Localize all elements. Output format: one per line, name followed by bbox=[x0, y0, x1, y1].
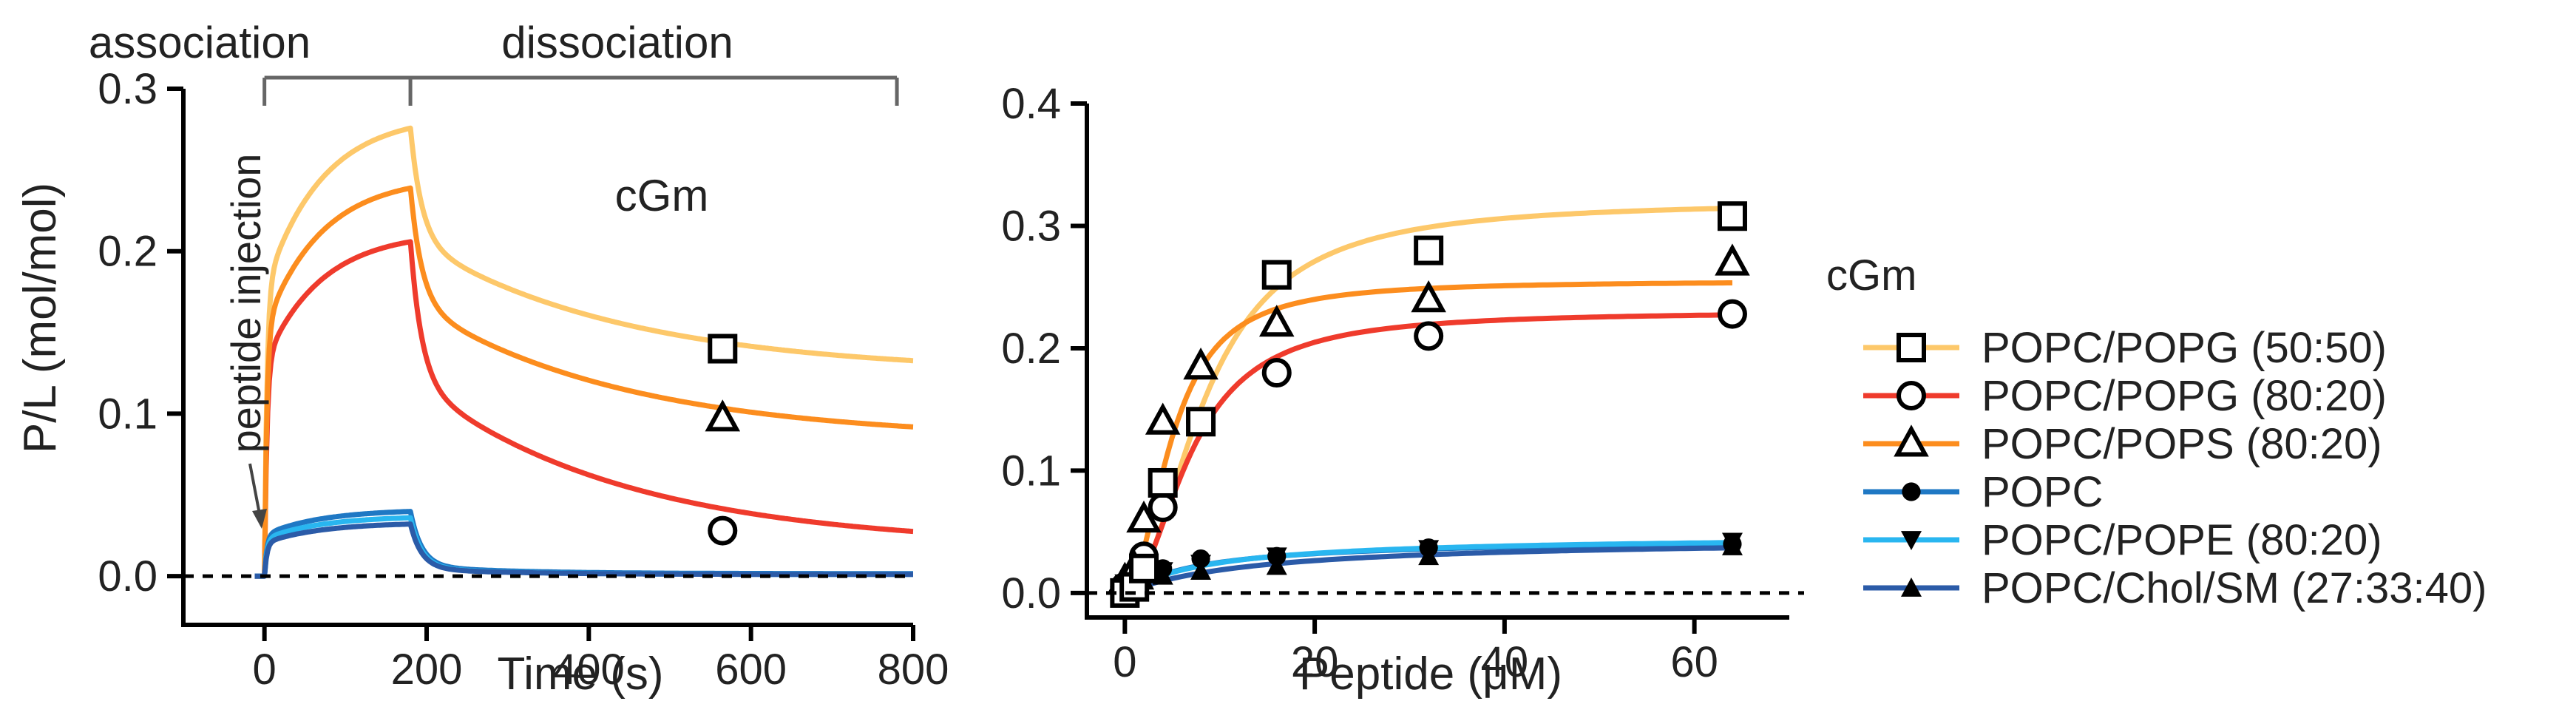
right-point-popc-popg-50-50 bbox=[1717, 201, 1747, 231]
phase-bracket bbox=[262, 75, 899, 106]
left-y-tick-labels: 0.0 0.1 0.2 0.3 bbox=[98, 65, 157, 600]
legend-label: POPC/Chol/SM (27:33:40) bbox=[1982, 564, 2487, 612]
right-y-tick-label: 0.1 bbox=[1001, 447, 1061, 495]
right-point-popc-popg-50-50 bbox=[1148, 467, 1178, 498]
left-line-popc-popg-50-50 bbox=[254, 125, 915, 579]
legend-marker bbox=[1901, 531, 1922, 550]
legend-label: POPC bbox=[1982, 468, 2103, 516]
right-axes bbox=[1071, 101, 1804, 634]
left-y-tick-label: 0.2 bbox=[98, 228, 157, 276]
right-point-popc-popg-80-20 bbox=[1414, 321, 1444, 351]
left-line-popc-pops-80-20 bbox=[254, 185, 915, 579]
right-point-popc-popg-50-50 bbox=[1186, 407, 1216, 437]
right-fit-curves bbox=[1123, 206, 1733, 596]
legend-item-popc-popg-50-50: POPC/POPG (50:50) bbox=[1863, 324, 2387, 372]
right-point-popc-popg-50-50 bbox=[1129, 553, 1159, 583]
legend-label: POPC/POPG (50:50) bbox=[1982, 324, 2387, 372]
legend-marker bbox=[1897, 333, 1926, 362]
right-point-popc-popg-50-50 bbox=[1414, 235, 1444, 265]
right-point-popc-popg-50-50 bbox=[1261, 260, 1292, 290]
right-data-points bbox=[1107, 201, 1750, 608]
legend-label: POPC/POPG (80:20) bbox=[1982, 372, 2387, 420]
left-x-tick-label: 200 bbox=[391, 646, 463, 694]
left-marker-popc-popg-50-50 bbox=[708, 334, 738, 364]
right-x-tick-label: 20 bbox=[1291, 638, 1339, 686]
left-y-tick-label: 0.0 bbox=[98, 552, 157, 600]
right-point-popc-pops-80-20 bbox=[1183, 347, 1218, 380]
left-marker-popc-popg-80-20 bbox=[708, 515, 738, 546]
left-y-axis-label: P/L (mol/mol) bbox=[15, 183, 66, 453]
legend-title: cGm bbox=[1826, 251, 1916, 299]
left-line-popc-chol-sm-27-33-40 bbox=[254, 521, 915, 579]
left-x-tick-label: 600 bbox=[715, 646, 787, 694]
left-y-tick-label: 0.1 bbox=[98, 390, 157, 438]
injection-arrow bbox=[248, 463, 267, 529]
legend-item-popc-pope-80-20: POPC/POPE (80:20) bbox=[1863, 516, 2382, 564]
right-x-tick-labels: 0 20 40 60 bbox=[1113, 638, 1718, 686]
left-marker-popc-pops-80-20 bbox=[705, 399, 741, 432]
right-point-popc-chol-sm-27-33-40 bbox=[1721, 536, 1743, 555]
legend-marker bbox=[1894, 424, 1929, 457]
legend-item-popc-pops-80-20: POPC/POPS (80:20) bbox=[1863, 420, 2382, 468]
legend-label: POPC/POPE (80:20) bbox=[1982, 516, 2382, 564]
right-x-tick-label: 40 bbox=[1481, 638, 1529, 686]
legend-marker bbox=[1901, 578, 1922, 597]
left-series-markers bbox=[705, 334, 741, 546]
right-point-popc-popg-80-20 bbox=[1148, 492, 1178, 523]
left-x-tick-label: 0 bbox=[253, 646, 277, 694]
right-point-popc-popg-80-20 bbox=[1261, 358, 1292, 388]
right-x-tick-label: 0 bbox=[1113, 638, 1136, 686]
right-x-axis-label: Peptide (μM) bbox=[1299, 649, 1562, 700]
right-point-popc-pops-80-20 bbox=[1145, 402, 1181, 435]
legend-item-popc: POPC bbox=[1863, 468, 2103, 516]
left-chart-title: cGm bbox=[615, 171, 709, 220]
right-point-popc-popg-80-20 bbox=[1717, 299, 1747, 329]
left-x-tick-labels: 0 200 400 600 800 bbox=[253, 646, 949, 694]
right-fit-popc-popg-50-50 bbox=[1124, 206, 1733, 596]
right-point-popc-pops-80-20 bbox=[1126, 500, 1162, 533]
right-point-popc-chol-sm-27-33-40 bbox=[1266, 555, 1287, 575]
left-x-axis-label: Time (s) bbox=[498, 649, 664, 700]
left-series-lines bbox=[254, 125, 915, 579]
legend-item-popc-chol-sm-27-33-40: POPC/Chol/SM (27:33:40) bbox=[1863, 564, 2487, 612]
legend-marker bbox=[1897, 381, 1926, 410]
right-y-tick-label: 0.2 bbox=[1001, 325, 1061, 373]
left-axes bbox=[167, 87, 915, 641]
legend-items: POPC/POPG (50:50)POPC/POPG (80:20)POPC/P… bbox=[1863, 324, 2487, 612]
right-point-popc-pops-80-20 bbox=[1258, 305, 1295, 337]
legend-label: POPC/POPS (80:20) bbox=[1982, 420, 2382, 468]
right-point-popc-pops-80-20 bbox=[1715, 243, 1750, 276]
right-y-tick-label: 0.4 bbox=[1001, 80, 1061, 128]
right-y-tick-label: 0.0 bbox=[1001, 569, 1061, 617]
peptide-injection-annotation: peptide injection bbox=[223, 154, 269, 453]
legend-marker bbox=[1902, 482, 1921, 501]
right-point-popc-pops-80-20 bbox=[1411, 280, 1446, 313]
legend: cGm POPC/POPG (50:50)POPC/POPG (80:20)PO… bbox=[1826, 251, 2487, 612]
right-point-popc-chol-sm-27-33-40 bbox=[1418, 546, 1440, 566]
left-panel-time-course: 0 200 400 600 800 0.0 0.1 0.2 0.3 association d… bbox=[15, 18, 949, 700]
left-line-popc-popg-80-20 bbox=[254, 239, 915, 579]
phase-label-dissociation: dissociation bbox=[501, 18, 733, 67]
right-y-tick-labels: 0.0 0.1 0.2 0.3 0.4 bbox=[1001, 80, 1061, 617]
right-panel-binding-isotherm: 0 20 40 60 0.0 0.1 0.2 0.3 0.4 Peptide (μM) bbox=[1001, 80, 1804, 700]
left-y-tick-label: 0.3 bbox=[98, 65, 157, 113]
left-x-tick-label: 800 bbox=[878, 646, 949, 694]
right-point-popc-chol-sm-27-33-40 bbox=[1190, 561, 1212, 580]
legend-item-popc-popg-80-20: POPC/POPG (80:20) bbox=[1863, 372, 2387, 420]
right-y-tick-label: 0.3 bbox=[1001, 202, 1061, 250]
right-x-tick-label: 60 bbox=[1670, 638, 1718, 686]
left-x-tick-label: 400 bbox=[553, 646, 625, 694]
phase-label-association: association bbox=[89, 18, 311, 67]
